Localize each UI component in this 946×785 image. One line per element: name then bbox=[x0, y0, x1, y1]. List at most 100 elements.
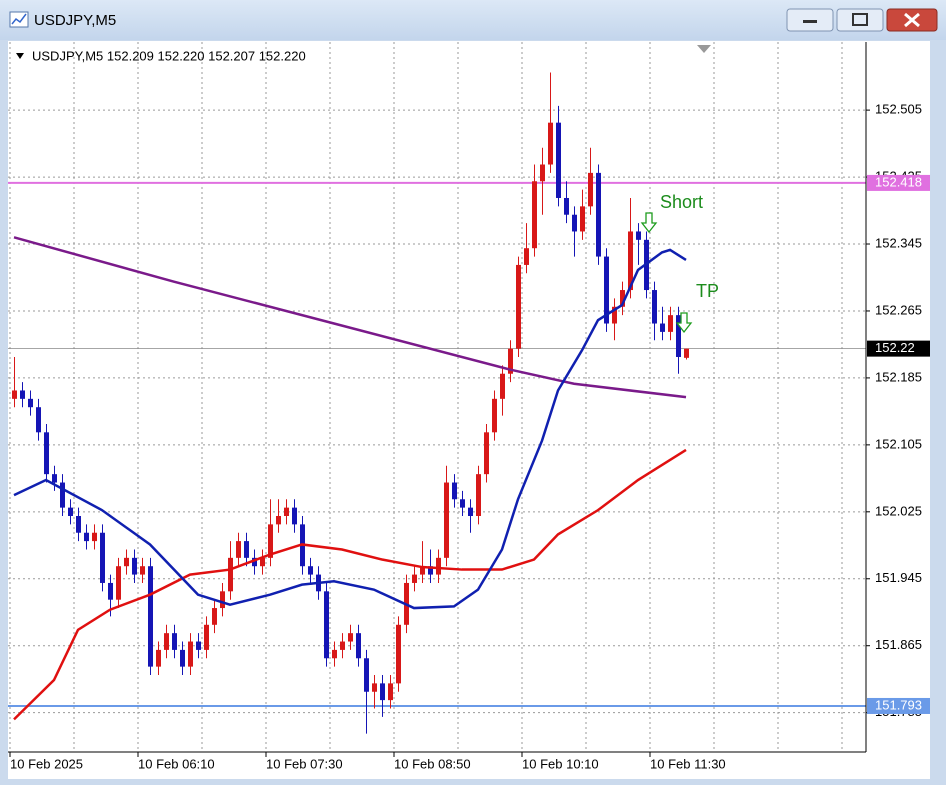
ma-line bbox=[13, 448, 687, 721]
y-tick-label: 152.345 bbox=[875, 235, 922, 250]
x-tick-label: 10 Feb 07:30 bbox=[266, 756, 343, 771]
candle-body bbox=[260, 557, 265, 567]
level-label: 152.418 bbox=[875, 174, 922, 189]
candle-body bbox=[436, 557, 441, 575]
candle-body bbox=[236, 541, 241, 558]
candle-body bbox=[596, 172, 601, 257]
candle-body bbox=[244, 541, 249, 558]
y-tick-label: 152.025 bbox=[875, 503, 922, 518]
candle-body bbox=[372, 683, 377, 692]
x-tick-label: 10 Feb 2025 bbox=[10, 756, 83, 771]
candle-body bbox=[332, 649, 337, 659]
candle-body bbox=[420, 566, 425, 575]
candle-body bbox=[444, 482, 449, 558]
candle-body bbox=[308, 566, 313, 575]
candle-body bbox=[604, 256, 609, 324]
candle-body bbox=[500, 373, 505, 399]
candle-body bbox=[356, 633, 361, 659]
candle-body bbox=[492, 398, 497, 433]
candle-body bbox=[292, 507, 297, 525]
candle-body bbox=[676, 315, 681, 357]
candle-body bbox=[204, 624, 209, 650]
candle-body bbox=[28, 398, 33, 408]
level-label-box bbox=[867, 340, 930, 357]
candle-body bbox=[44, 432, 49, 475]
level-label: 151.793 bbox=[875, 697, 922, 712]
x-tick-label: 10 Feb 10:10 bbox=[522, 756, 599, 771]
candle-body bbox=[324, 591, 329, 659]
candle-body bbox=[468, 507, 473, 516]
x-tick-label: 10 Feb 08:50 bbox=[394, 756, 471, 771]
window-title: USDJPY,M5 bbox=[34, 12, 116, 29]
candle-body bbox=[620, 290, 625, 307]
candle-body bbox=[116, 566, 121, 600]
candle-body bbox=[612, 306, 617, 324]
level-label-box bbox=[867, 174, 930, 191]
candle-body bbox=[636, 231, 641, 240]
candle-body bbox=[228, 557, 233, 592]
candle-body bbox=[572, 214, 577, 232]
candle-body bbox=[92, 532, 97, 542]
annotation: Short bbox=[660, 192, 703, 212]
candle-body bbox=[348, 633, 353, 642]
candle-body bbox=[188, 641, 193, 667]
plot bbox=[8, 42, 866, 752]
candle-body bbox=[268, 524, 273, 558]
candle-body bbox=[540, 164, 545, 182]
candle-body bbox=[284, 507, 289, 516]
candle-body bbox=[516, 264, 521, 349]
candle-body bbox=[556, 122, 561, 198]
candle-body bbox=[156, 649, 161, 667]
candle-body bbox=[76, 516, 81, 533]
candle-body bbox=[252, 557, 257, 567]
candle-body bbox=[196, 641, 201, 650]
candle-body bbox=[172, 633, 177, 650]
level-label: 152.22 bbox=[875, 340, 915, 355]
maximize-button[interactable] bbox=[836, 8, 884, 32]
y-tick-label: 151.945 bbox=[875, 570, 922, 585]
annotation: TP bbox=[696, 281, 719, 301]
candle-body bbox=[532, 181, 537, 249]
candle-body bbox=[484, 432, 489, 475]
candle-body bbox=[68, 507, 73, 516]
candle-body bbox=[148, 566, 153, 667]
y-tick-label: 152.505 bbox=[875, 102, 922, 117]
candle-body bbox=[276, 516, 281, 525]
candle-body bbox=[12, 390, 17, 399]
ma-line bbox=[13, 236, 687, 399]
candle-body bbox=[524, 248, 529, 265]
minimize-button[interactable] bbox=[786, 8, 834, 32]
candle-body bbox=[132, 557, 137, 575]
x-tick-label: 10 Feb 06:10 bbox=[138, 756, 215, 771]
candle-body bbox=[652, 290, 657, 324]
candle-body bbox=[684, 348, 689, 358]
shift-marker bbox=[697, 45, 711, 53]
close-button[interactable] bbox=[886, 8, 938, 32]
x-tick-label: 10 Feb 11:30 bbox=[650, 756, 726, 771]
candle-body bbox=[564, 197, 569, 215]
candle-body bbox=[52, 474, 57, 483]
y-tick-label: 152.185 bbox=[875, 369, 922, 384]
candle-body bbox=[660, 323, 665, 332]
candle-body bbox=[412, 574, 417, 583]
y-tick-label: 151.865 bbox=[875, 637, 922, 652]
level-label-box bbox=[867, 697, 930, 714]
y-tick-label: 152.265 bbox=[875, 302, 922, 317]
chart-area bbox=[8, 41, 930, 779]
candle-body bbox=[548, 122, 553, 165]
chart-header: USDJPY,M5 152.209 152.220 152.207 152.22… bbox=[32, 48, 306, 63]
candle-body bbox=[396, 624, 401, 684]
candle-body bbox=[668, 315, 673, 332]
candle-body bbox=[20, 390, 25, 399]
candle-body bbox=[60, 482, 65, 508]
candle-body bbox=[588, 172, 593, 207]
candle-body bbox=[580, 206, 585, 232]
candle-body bbox=[476, 474, 481, 516]
header-marker bbox=[16, 53, 24, 59]
sell-arrow bbox=[640, 212, 658, 234]
candle-body bbox=[100, 532, 105, 583]
candle-body bbox=[140, 566, 145, 575]
candle-body bbox=[460, 499, 465, 508]
